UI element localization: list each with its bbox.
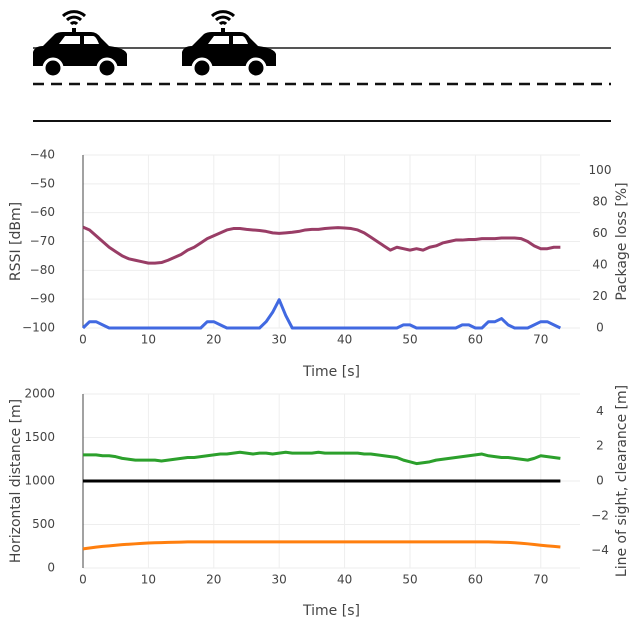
x-tick-label: 0 bbox=[79, 333, 87, 347]
chart: 0 10 20 30 40 50 60 70 −100 −90 −80 −70 −60 −50 −40 0 20… bbox=[8, 148, 630, 381]
road-illustration bbox=[33, 10, 611, 122]
y-tick-label: 2000 bbox=[24, 387, 55, 401]
x-tick-label: 70 bbox=[533, 573, 548, 587]
y-tick-label: −90 bbox=[30, 292, 55, 306]
y2-tick-label: 4 bbox=[596, 404, 604, 418]
x-tick-label: 50 bbox=[402, 333, 417, 347]
x-tick-label: 20 bbox=[206, 333, 221, 347]
y2-tick-label: 80 bbox=[592, 195, 607, 209]
y2-tick-label: −4 bbox=[591, 543, 609, 557]
x-tick-label: 30 bbox=[272, 573, 287, 587]
x-tick-label: 50 bbox=[402, 573, 417, 587]
y2-tick-label: 40 bbox=[592, 258, 607, 272]
chart: 0 10 20 30 40 50 60 70 0 500 1000 1500 2000 −4 −2 0 2 4 Ti… bbox=[8, 385, 630, 619]
x-tick-label: 30 bbox=[272, 333, 287, 347]
car-icon bbox=[182, 10, 276, 79]
x-axis-title: Time [s] bbox=[302, 603, 360, 619]
x-tick-label: 0 bbox=[79, 573, 87, 587]
y-tick-label: 0 bbox=[47, 561, 55, 575]
y-tick-label: −70 bbox=[30, 234, 55, 248]
data-line bbox=[82, 225, 561, 265]
y2-tick-label: 0 bbox=[596, 321, 604, 335]
x-tick-label: 20 bbox=[206, 573, 221, 587]
y-tick-label: −80 bbox=[30, 263, 55, 277]
x-tick-label: 40 bbox=[337, 333, 352, 347]
y-tick-label: 1000 bbox=[24, 474, 55, 488]
y2-tick-label: 60 bbox=[592, 226, 607, 240]
car-icon bbox=[33, 10, 127, 79]
y2-tick-label: 100 bbox=[589, 163, 612, 177]
x-tick-label: 70 bbox=[533, 333, 548, 347]
x-tick-label: 60 bbox=[468, 333, 483, 347]
y2-axis-title: Line of sight, clearance [m] bbox=[614, 385, 630, 577]
x-tick-label: 10 bbox=[141, 333, 156, 347]
data-line bbox=[83, 450, 561, 466]
x-tick-label: 40 bbox=[337, 573, 352, 587]
y-tick-label: 500 bbox=[32, 517, 55, 531]
x-tick-label: 60 bbox=[468, 573, 483, 587]
y-axis-title: Horizontal distance [m] bbox=[8, 399, 24, 563]
y2-tick-label: −2 bbox=[591, 508, 609, 522]
x-tick-label: 10 bbox=[141, 573, 156, 587]
y-tick-label: −40 bbox=[30, 148, 55, 162]
y-tick-label: 1500 bbox=[24, 430, 55, 444]
y-tick-label: −50 bbox=[30, 176, 55, 190]
data-line bbox=[81, 298, 562, 330]
y-axis-title: RSSI [dBm] bbox=[8, 202, 24, 281]
y-tick-label: −100 bbox=[22, 321, 55, 335]
y2-tick-label: 2 bbox=[596, 439, 604, 453]
y2-axis-title: Package loss [%] bbox=[614, 182, 630, 300]
y-tick-label: −60 bbox=[30, 205, 55, 219]
y2-tick-label: 20 bbox=[592, 289, 607, 303]
x-axis-title: Time [s] bbox=[302, 364, 360, 380]
data-line bbox=[82, 540, 561, 551]
y2-tick-label: 0 bbox=[596, 474, 604, 488]
